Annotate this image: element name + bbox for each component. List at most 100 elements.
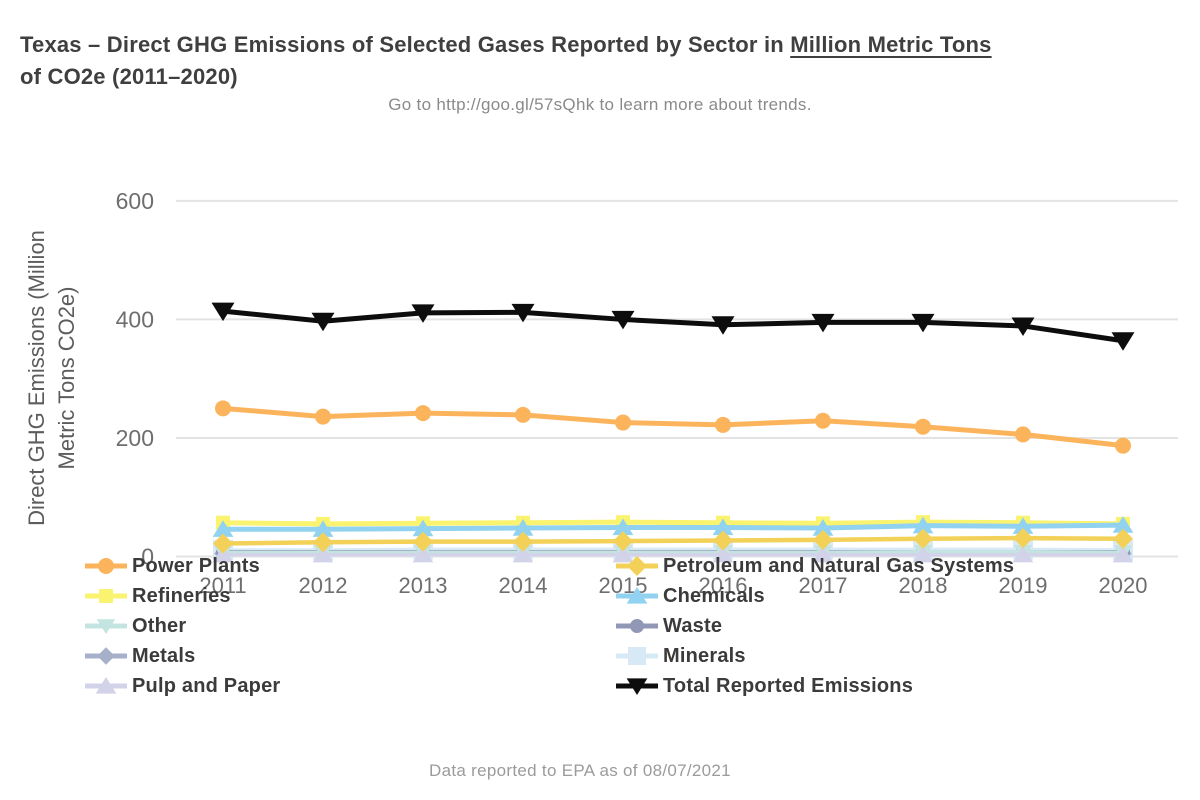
series-power-plants-marker — [515, 406, 531, 423]
series-chemicals-marker — [712, 518, 734, 536]
legend-waste-marker — [630, 619, 644, 633]
series-power-plants-marker — [315, 408, 331, 425]
series-petroleum-and-natural-gas-systems-marker — [913, 528, 933, 549]
series-pulp-and-paper-marker — [412, 545, 434, 563]
y-axis-title-line-2: Metric Tons CO2e) — [54, 287, 79, 470]
legend-refineries-marker-icon — [85, 589, 127, 603]
legend-waste-marker-icon — [616, 619, 658, 633]
legend-petroleum-and-natural-gas-systems-label: Petroleum and Natural Gas Systems — [663, 554, 1015, 577]
legend-metals-label: Metals — [132, 644, 196, 667]
x-tick-label-2018: 2018 — [899, 573, 948, 598]
series-petroleum-and-natural-gas-systems-line — [222, 535, 1124, 546]
series-total-reported-emissions-marker — [811, 313, 835, 333]
series-total-reported-emissions-marker — [611, 310, 635, 330]
series-pulp-and-paper-marker — [812, 545, 834, 563]
series-chemicals-marker — [812, 519, 834, 536]
series-total-reported-emissions — [211, 302, 1135, 351]
legend-total-reported-emissions-label: Total Reported Emissions — [663, 674, 914, 697]
series-pulp-and-paper-marker — [1112, 545, 1134, 563]
series-petroleum-and-natural-gas-systems — [213, 528, 1133, 554]
x-tick-label-2011: 2011 — [199, 573, 246, 598]
series-total-reported-emissions-marker — [1011, 317, 1035, 336]
legend-item-power-plants: Power Plants — [85, 551, 280, 581]
legend-other-marker-icon — [85, 619, 127, 634]
legend-chemicals-marker-icon — [616, 587, 658, 604]
series-pulp-and-paper-marker — [912, 545, 934, 563]
series-chemicals-marker — [1112, 516, 1134, 533]
series-chemicals-marker — [912, 516, 934, 534]
legend-minerals-marker-icon — [616, 647, 658, 665]
series-power-plants-marker — [715, 416, 731, 433]
series-petroleum-and-natural-gas-systems-marker — [813, 529, 833, 550]
x-tick-label-2012: 2012 — [299, 573, 348, 598]
x-tick-label-2014: 2014 — [499, 573, 548, 598]
x-tick-label-2020: 2020 — [1099, 573, 1148, 598]
legend-petroleum-and-natural-gas-systems-marker — [627, 556, 647, 576]
title-line2: of CO2e (2011–2020) — [20, 63, 238, 89]
series-total-reported-emissions-marker — [411, 304, 435, 323]
series-other-line — [223, 550, 1124, 555]
subtitle-trends-link-text: Go to http://goo.gl/57sQhk to learn more… — [388, 95, 812, 114]
series-power-plants-marker — [215, 400, 231, 417]
series-chemicals — [212, 516, 1134, 537]
series-pulp-and-paper-marker — [512, 545, 534, 563]
page-title: Texas – Direct GHG Emissions of Selected… — [20, 29, 1170, 93]
legend-item-other: Other — [85, 611, 280, 641]
series-power-plants-marker — [415, 405, 431, 422]
legend-item-pulp-and-paper: Pulp and Paper — [85, 671, 280, 701]
series-total-reported-emissions-marker — [1111, 332, 1135, 351]
legend-item-total-reported-emissions: Total Reported Emissions — [616, 671, 1014, 701]
series-power-plants-marker — [615, 414, 631, 431]
legend-item-metals: Metals — [85, 641, 280, 671]
series-chemicals-marker — [412, 519, 434, 537]
series-power-plants-marker — [1015, 426, 1031, 443]
legend-total-reported-emissions-marker — [626, 678, 648, 695]
legend-item-refineries: Refineries — [85, 581, 280, 611]
legend-pulp-and-paper-marker — [95, 677, 117, 694]
series-pulp-and-paper-marker — [212, 545, 234, 563]
legend-power-plants-marker-icon — [85, 558, 127, 574]
legend-pulp-and-paper-label: Pulp and Paper — [132, 674, 281, 697]
y-tick-label-200: 200 — [116, 425, 154, 451]
legend-petroleum-and-natural-gas-systems-marker-icon — [616, 556, 658, 576]
legend-item-chemicals: Chemicals — [616, 581, 1014, 611]
series-petroleum-and-natural-gas-systems-marker — [1013, 528, 1033, 549]
series-pulp-and-paper-marker — [612, 545, 634, 563]
series-chemicals-marker — [1012, 517, 1034, 534]
series-petroleum-and-natural-gas-systems-marker — [613, 531, 633, 552]
title-underlined-units: Million Metric Tons — [790, 31, 992, 57]
series-pulp-and-paper — [212, 545, 1134, 563]
x-tick-label-2017: 2017 — [799, 573, 848, 598]
legend-refineries-marker — [99, 589, 113, 603]
legend-minerals-marker — [628, 647, 646, 665]
series-power-plants — [215, 400, 1131, 454]
series-total-reported-emissions-marker — [711, 316, 735, 335]
footer-report-date: Data reported to EPA as of 08/07/2021 — [429, 761, 731, 780]
legend-right-column: Petroleum and Natural Gas Systems Chemica… — [616, 551, 1014, 701]
legend-total-reported-emissions-marker-icon — [616, 678, 658, 695]
legend-item-petroleum-and-natural-gas-systems: Petroleum and Natural Gas Systems — [616, 551, 1014, 581]
series-petroleum-and-natural-gas-systems-marker — [1113, 528, 1133, 549]
legend-other-label: Other — [132, 614, 187, 637]
series-petroleum-and-natural-gas-systems-marker — [413, 531, 433, 552]
series-total-reported-emissions-marker — [511, 303, 535, 323]
series-total-reported-emissions-line — [222, 308, 1124, 344]
legend-item-waste: Waste — [616, 611, 1014, 641]
legend-pulp-and-paper-marker-icon — [85, 677, 127, 694]
series-petroleum-and-natural-gas-systems-marker — [713, 530, 733, 551]
series-pulp-and-paper-marker — [1012, 545, 1034, 563]
series-pulp-and-paper-marker — [712, 545, 734, 563]
legend-power-plants-label: Power Plants — [132, 554, 260, 577]
series-power-plants-line — [222, 405, 1124, 449]
series-petroleum-and-natural-gas-systems-marker — [313, 532, 333, 553]
series-chemicals-line — [223, 522, 1124, 532]
series-refineries-line — [222, 519, 1124, 527]
x-tick-label-2013: 2013 — [399, 573, 448, 598]
series-pulp-and-paper-marker — [312, 545, 334, 563]
series-total-reported-emissions-marker — [311, 312, 335, 332]
x-tick-label-2019: 2019 — [999, 573, 1048, 598]
series-chemicals-marker — [512, 519, 534, 536]
legend-refineries-label: Refineries — [132, 584, 231, 607]
series-minerals-line — [223, 547, 1124, 552]
